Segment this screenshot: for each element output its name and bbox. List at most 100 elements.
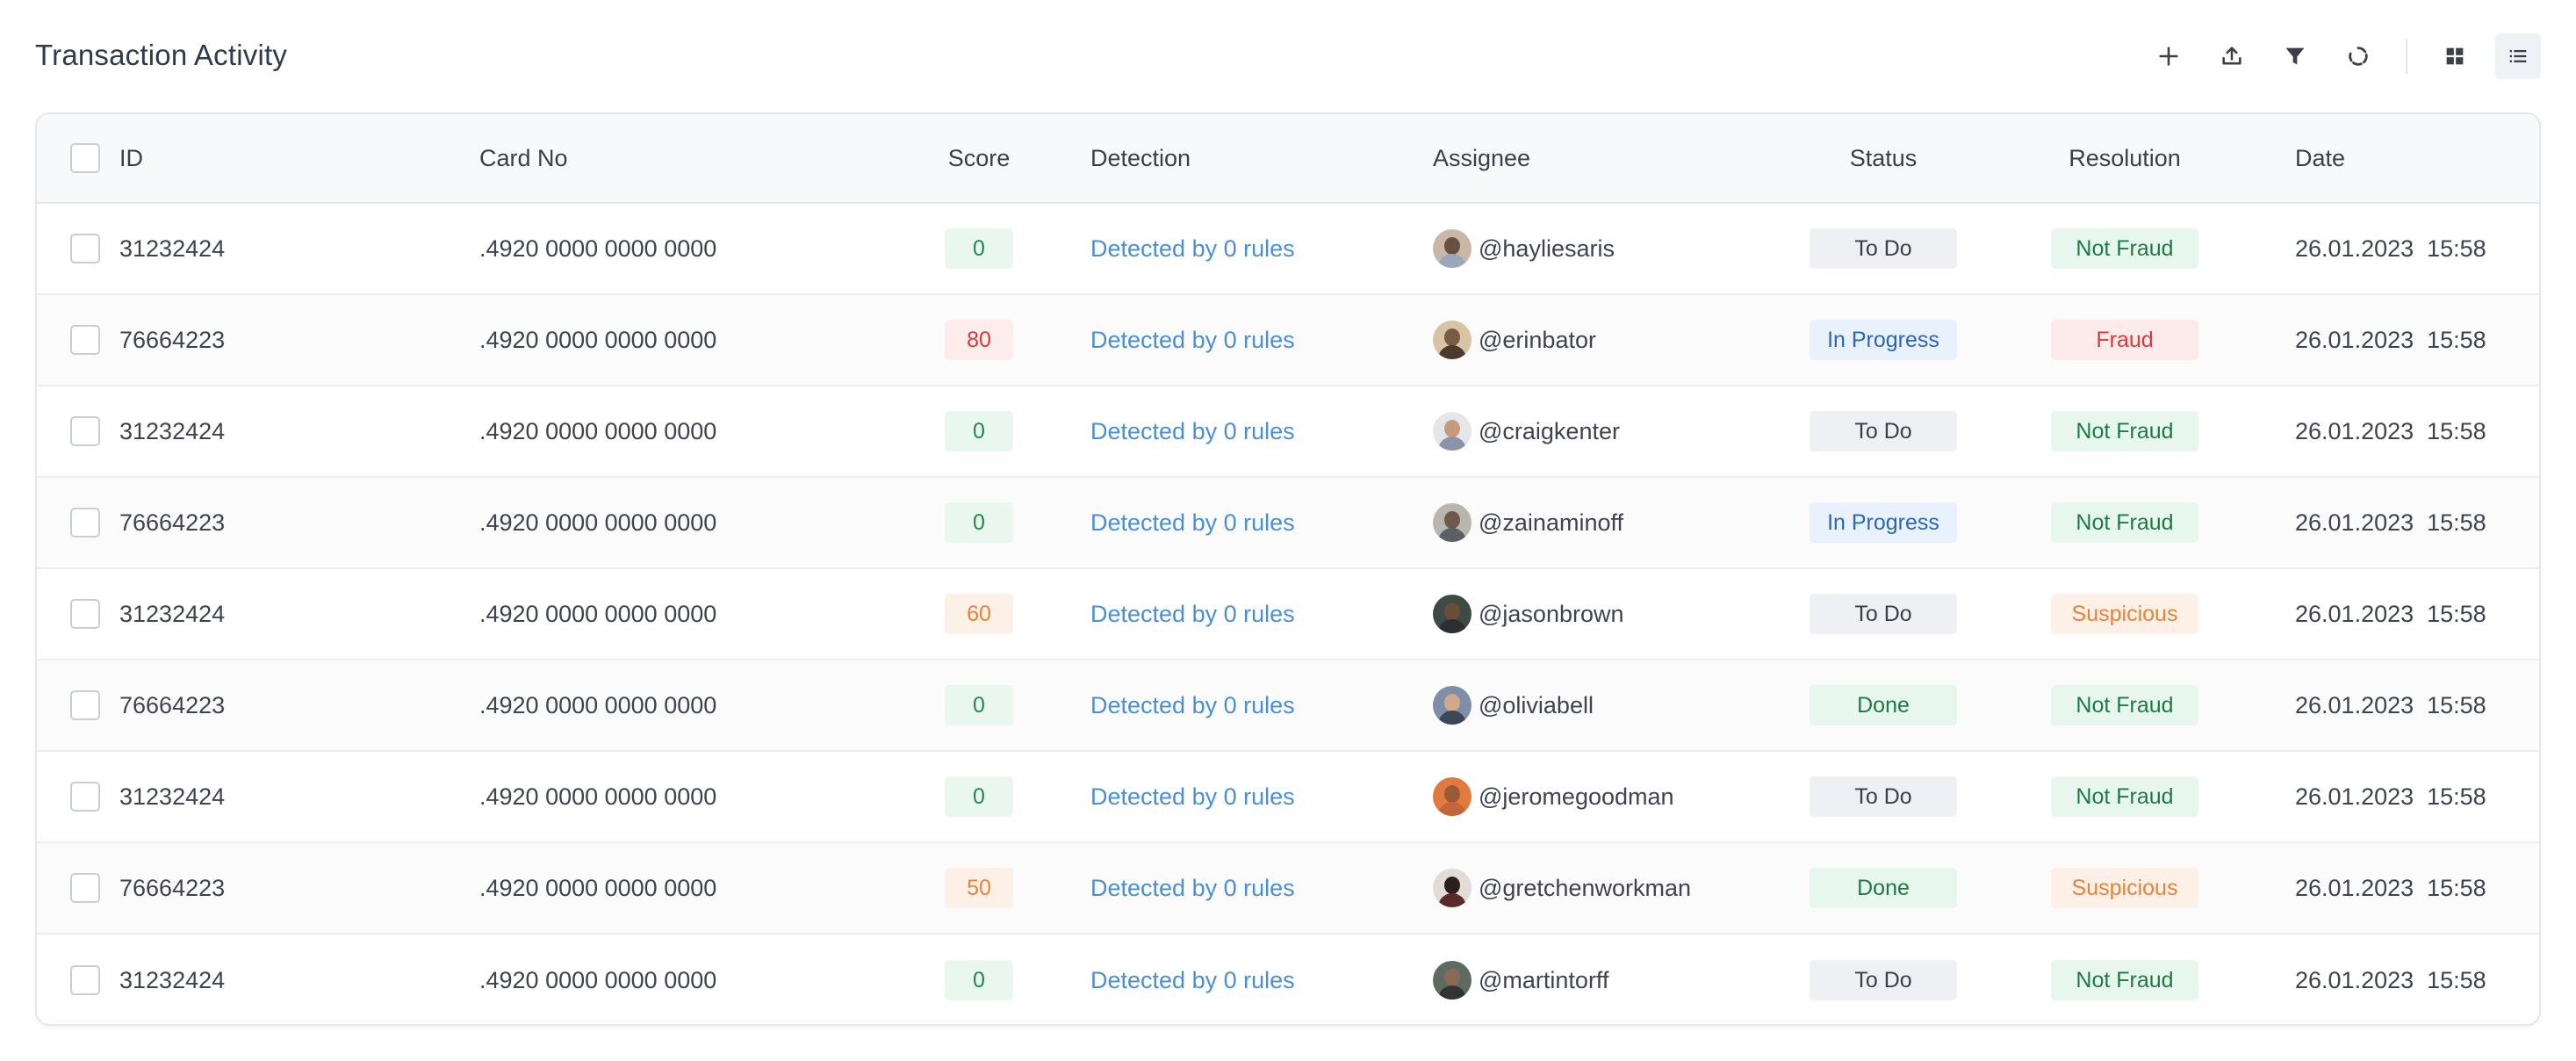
grid-view-icon (2446, 47, 2464, 65)
page-title: Transaction Activity (35, 39, 288, 71)
status-badge[interactable]: In Progress (1810, 320, 1957, 360)
column-header-date[interactable]: Date (2295, 144, 2346, 171)
row-checkbox[interactable] (70, 508, 100, 538)
table-row[interactable]: 31232424 .4920 0000 0000 0000 0 Detected… (37, 204, 2539, 295)
card-number: .4920 0000 0000 0000 (479, 326, 717, 353)
resolution-cell: Suspicious (2051, 843, 2198, 933)
resolution-badge[interactable]: Suspicious (2051, 594, 2198, 634)
resolution-badge[interactable]: Not Fraud (2051, 960, 2198, 1000)
card-number: .4920 0000 0000 0000 (479, 691, 717, 718)
assignee-cell: @gretchenworkman (1433, 843, 1691, 933)
resolution-cell: Not Fraud (2051, 752, 2198, 841)
table-row[interactable]: 31232424 .4920 0000 0000 0000 0 Detected… (37, 935, 2539, 1024)
resolution-badge[interactable]: Not Fraud (2051, 228, 2198, 269)
column-header-status[interactable]: Status (1849, 144, 1918, 171)
detection-link[interactable]: Detected by 0 rules (1090, 326, 1295, 353)
table-row[interactable]: 76664223 .4920 0000 0000 0000 0 Detected… (37, 478, 2539, 569)
detection-cell: Detected by 0 rules (1090, 569, 1295, 659)
card-number: .4920 0000 0000 0000 (479, 783, 717, 810)
row-checkbox[interactable] (70, 782, 100, 812)
avatar (1433, 412, 1471, 451)
score-cell: 0 (924, 386, 1034, 476)
row-checkbox[interactable] (70, 416, 100, 446)
detection-link[interactable]: Detected by 0 rules (1090, 966, 1295, 993)
row-select-cell (70, 386, 102, 476)
column-header-resolution[interactable]: Resolution (2069, 144, 2181, 171)
transaction-date: 26.01.2023 15:58 (2295, 417, 2486, 444)
export-button[interactable] (2209, 33, 2255, 79)
score-cell: 0 (924, 478, 1034, 567)
score-cell: 50 (924, 843, 1034, 933)
detection-link[interactable]: Detected by 0 rules (1090, 691, 1295, 718)
status-badge[interactable]: To Do (1810, 228, 1957, 269)
table-row[interactable]: 76664223 .4920 0000 0000 0000 0 Detected… (37, 660, 2539, 752)
detection-link[interactable]: Detected by 0 rules (1090, 874, 1295, 901)
filter-button[interactable] (2272, 33, 2318, 79)
table-row[interactable]: 31232424 .4920 0000 0000 0000 60 Detecte… (37, 569, 2539, 660)
row-checkbox[interactable] (70, 325, 100, 355)
status-badge[interactable]: Done (1810, 868, 1957, 908)
detection-cell: Detected by 0 rules (1090, 295, 1295, 385)
resolution-cell: Fraud (2051, 295, 2198, 385)
row-checkbox[interactable] (70, 234, 100, 263)
refresh-button[interactable] (2335, 33, 2381, 79)
detection-cell: Detected by 0 rules (1090, 204, 1295, 293)
table-row[interactable]: 76664223 .4920 0000 0000 0000 50 Detecte… (37, 843, 2539, 935)
score-badge: 0 (945, 502, 1013, 543)
row-checkbox[interactable] (70, 873, 100, 903)
toolbar-divider (2406, 39, 2407, 74)
detection-cell: Detected by 0 rules (1090, 386, 1295, 476)
status-badge[interactable]: To Do (1810, 594, 1957, 634)
table-row[interactable]: 76664223 .4920 0000 0000 0000 80 Detecte… (37, 295, 2539, 386)
card-number: .4920 0000 0000 0000 (479, 235, 717, 262)
table-row[interactable]: 31232424 .4920 0000 0000 0000 0 Detected… (37, 386, 2539, 478)
column-header-score[interactable]: Score (947, 144, 1011, 171)
detection-link[interactable]: Detected by 0 rules (1090, 417, 1295, 444)
detection-link[interactable]: Detected by 0 rules (1090, 235, 1295, 262)
select-all-checkbox[interactable] (70, 143, 100, 173)
table-row[interactable]: 31232424 .4920 0000 0000 0000 0 Detected… (37, 752, 2539, 843)
resolution-badge[interactable]: Not Fraud (2051, 685, 2198, 725)
resolution-cell: Not Fraud (2051, 386, 2198, 476)
grid-view-button[interactable] (2432, 33, 2478, 79)
column-header-card[interactable]: Card No (479, 144, 568, 171)
status-badge[interactable]: Done (1810, 685, 1957, 725)
refresh-icon (2349, 47, 2368, 66)
score-badge: 0 (945, 228, 1013, 269)
detection-link[interactable]: Detected by 0 rules (1090, 783, 1295, 810)
resolution-badge[interactable]: Not Fraud (2051, 502, 2198, 543)
assignee-cell: @zainaminoff (1433, 478, 1623, 567)
status-badge[interactable]: To Do (1810, 776, 1957, 817)
status-cell: To Do (1809, 569, 1958, 659)
transaction-id: 76664223 (119, 509, 226, 536)
status-badge[interactable]: To Do (1810, 960, 1957, 1000)
card-number: .4920 0000 0000 0000 (479, 600, 717, 627)
status-badge[interactable]: To Do (1810, 411, 1957, 451)
score-badge: 0 (945, 776, 1013, 817)
add-button[interactable] (2146, 33, 2191, 79)
detection-cell: Detected by 0 rules (1090, 660, 1295, 750)
score-badge: 80 (945, 320, 1013, 360)
detection-link[interactable]: Detected by 0 rules (1090, 600, 1295, 627)
resolution-badge[interactable]: Not Fraud (2051, 411, 2198, 451)
resolution-badge[interactable]: Suspicious (2051, 868, 2198, 908)
row-select-cell (70, 843, 102, 933)
table-body: 31232424 .4920 0000 0000 0000 0 Detected… (37, 204, 2539, 1024)
resolution-cell: Not Fraud (2051, 478, 2198, 567)
row-checkbox[interactable] (70, 599, 100, 629)
row-checkbox[interactable] (70, 690, 100, 720)
transaction-id: 31232424 (119, 966, 226, 993)
status-badge[interactable]: In Progress (1810, 502, 1957, 543)
resolution-badge[interactable]: Fraud (2051, 320, 2198, 360)
row-checkbox[interactable] (70, 965, 100, 995)
detection-link[interactable]: Detected by 0 rules (1090, 509, 1295, 536)
list-view-button[interactable] (2495, 33, 2541, 79)
resolution-badge[interactable]: Not Fraud (2051, 776, 2198, 817)
column-header-detection[interactable]: Detection (1090, 144, 1191, 171)
assignee-name: @jeromegoodman (1479, 783, 1674, 810)
column-header-id[interactable]: ID (119, 144, 143, 171)
card-number: .4920 0000 0000 0000 (479, 417, 717, 444)
column-header-assignee[interactable]: Assignee (1433, 144, 1531, 171)
avatar (1433, 777, 1471, 816)
